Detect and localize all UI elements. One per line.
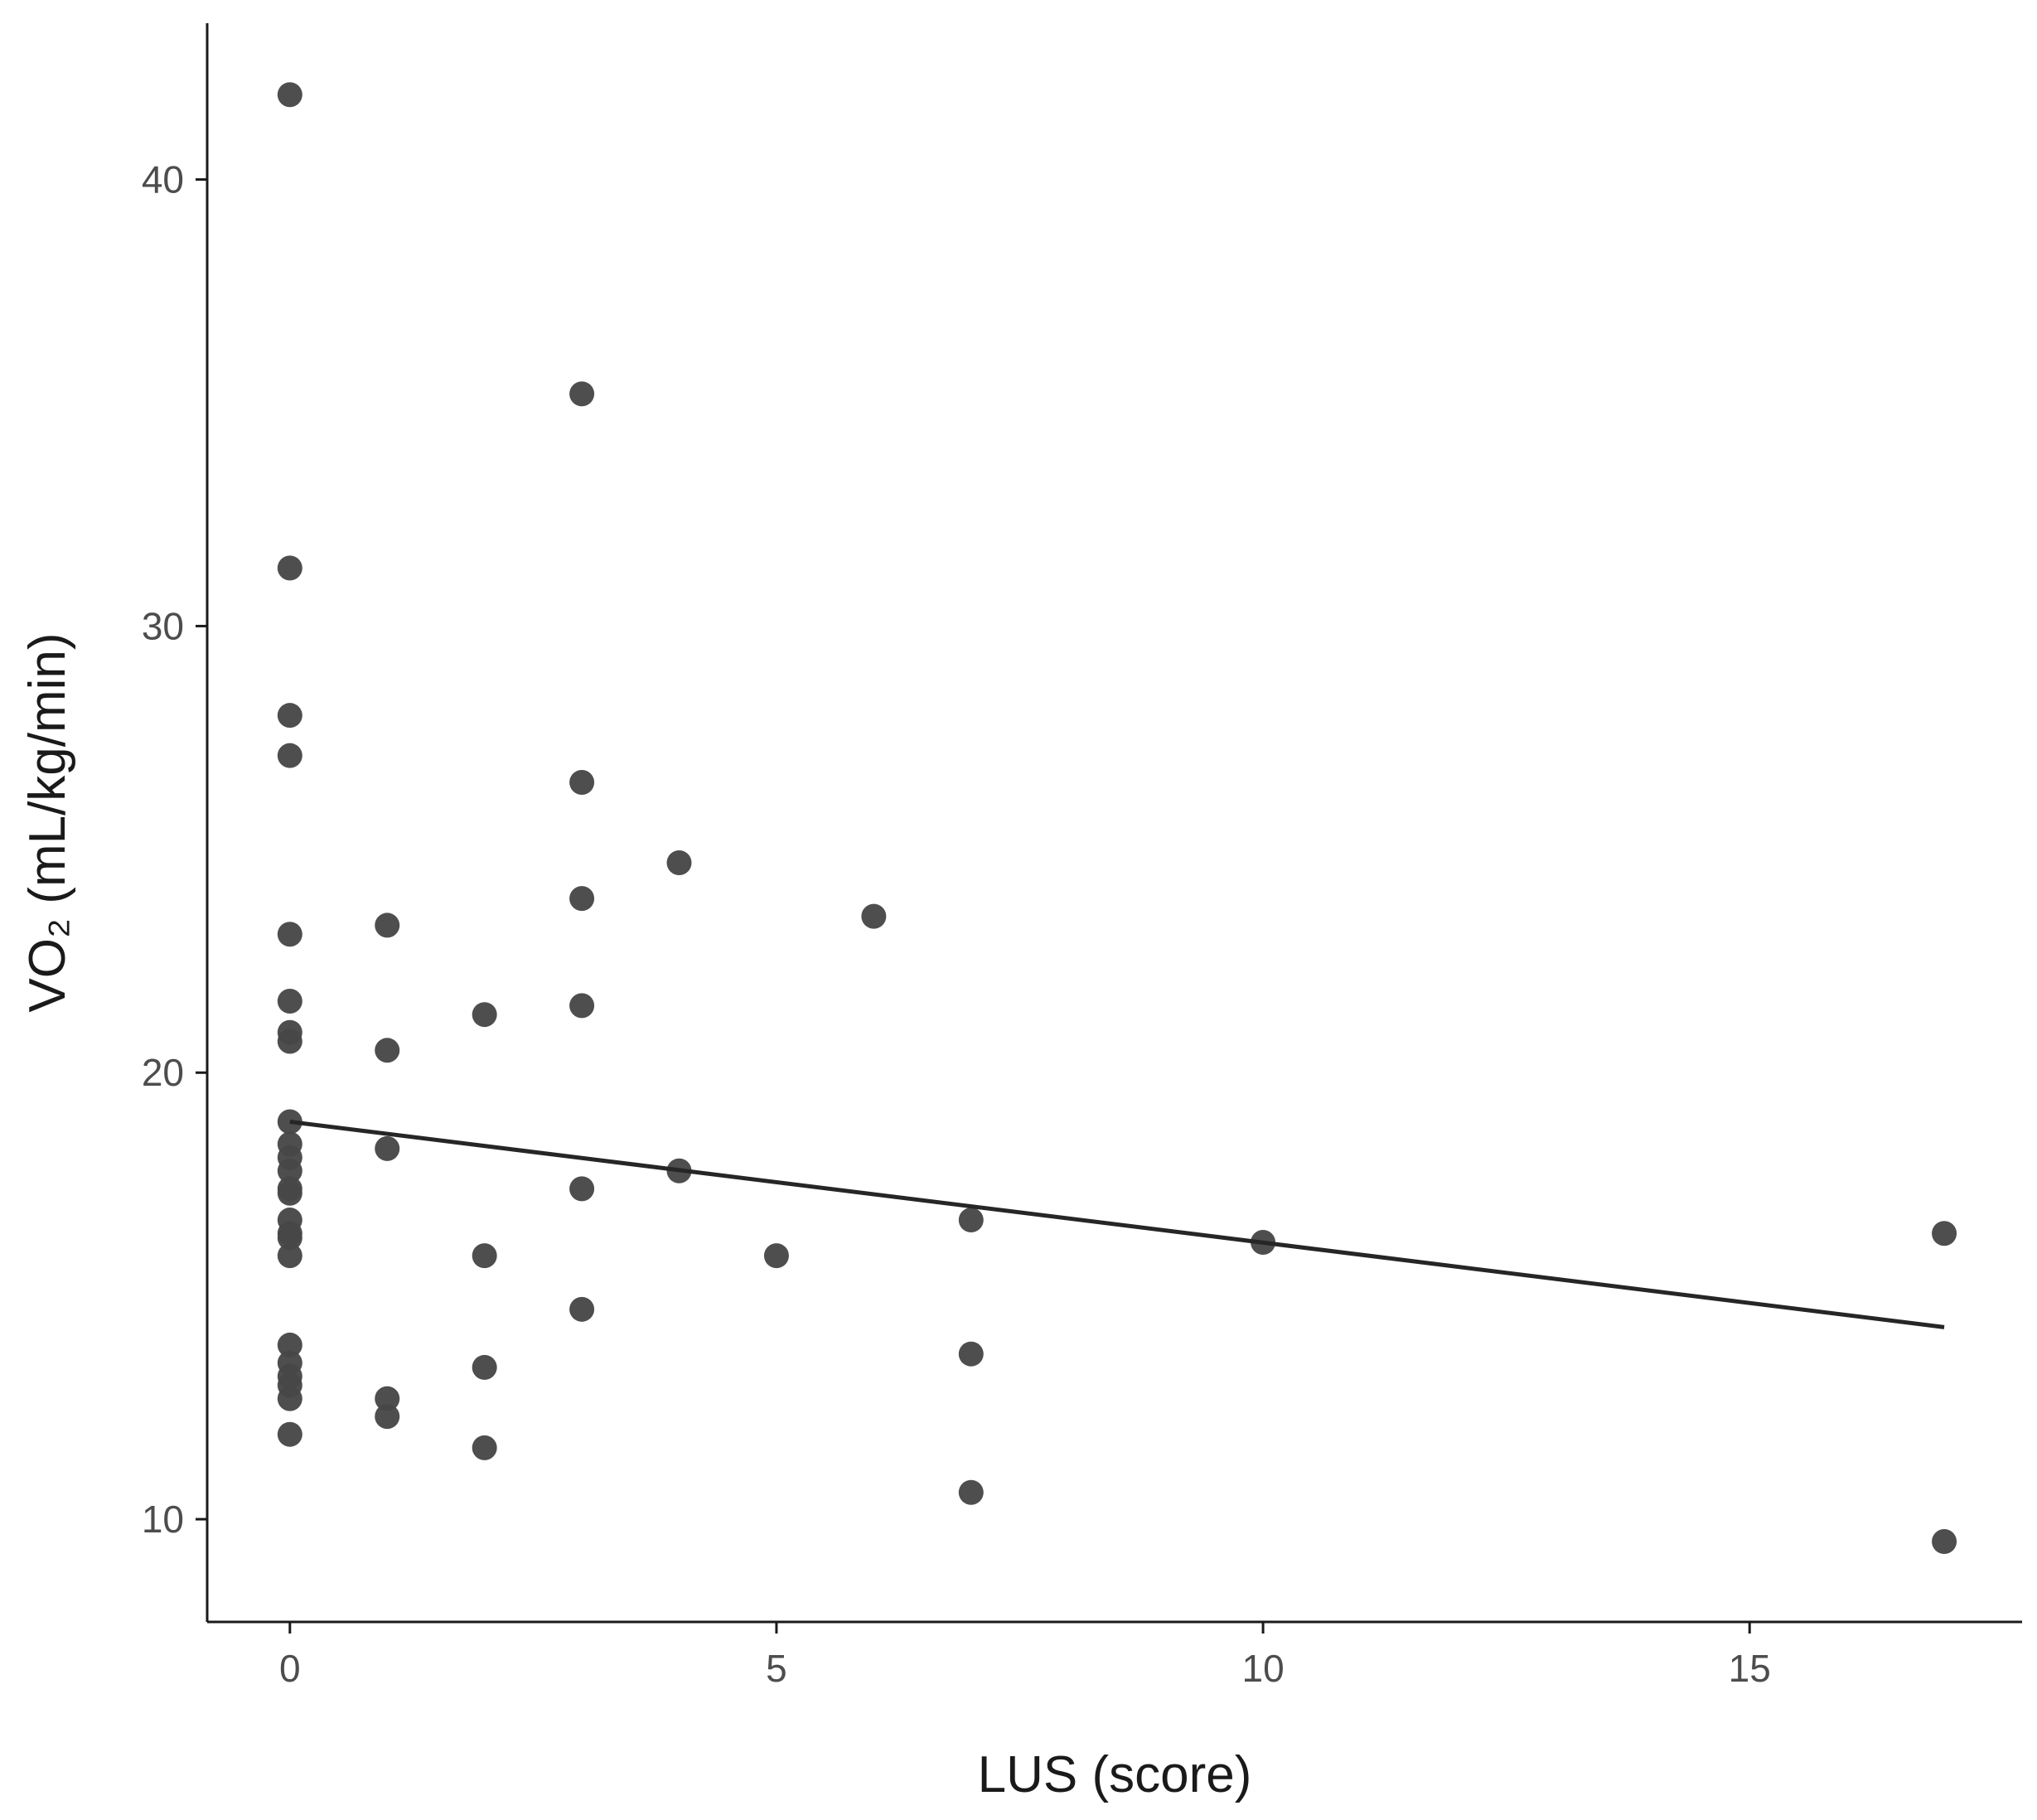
regression-line [289, 1120, 1945, 1329]
y-tick-label: 20 [142, 1051, 184, 1094]
y-tick-label: 10 [142, 1498, 184, 1541]
data-point [277, 1386, 302, 1411]
data-point [763, 1243, 789, 1269]
y-tick-label: 40 [142, 158, 184, 201]
data-point [277, 82, 302, 108]
data-point [277, 743, 302, 768]
data-point [958, 1208, 984, 1233]
data-point [569, 1176, 595, 1202]
data-point [277, 989, 302, 1014]
data-point [277, 1225, 302, 1251]
y-ticks: 10 20 30 40 [142, 158, 207, 1541]
x-tick-label: 0 [279, 1647, 301, 1690]
data-point [375, 1404, 400, 1430]
data-point [277, 703, 302, 728]
data-point [375, 1386, 400, 1411]
data-point [277, 1158, 302, 1183]
data-point [472, 1435, 497, 1460]
data-point [375, 1135, 400, 1161]
data-point [277, 1421, 302, 1447]
data-point [472, 1243, 497, 1269]
data-point [472, 1002, 497, 1028]
data-point [569, 770, 595, 796]
data-point [1932, 1529, 1957, 1555]
data-point [277, 555, 302, 581]
data-points [277, 82, 1957, 1555]
y-tick-label: 30 [142, 604, 184, 647]
data-point [277, 1029, 302, 1054]
x-ticks: 0 5 10 15 [279, 1622, 1771, 1690]
y-axis-title: VO₂ (mL/kg/min) [19, 632, 76, 1012]
x-tick-label: 10 [1241, 1647, 1284, 1690]
data-point [1932, 1221, 1957, 1246]
data-point [277, 1332, 302, 1358]
data-point [569, 381, 595, 407]
x-tick-label: 15 [1729, 1647, 1771, 1690]
data-point [569, 886, 595, 912]
data-point [277, 1180, 302, 1206]
data-point [666, 849, 692, 875]
axes [206, 23, 2022, 1624]
data-point [375, 1038, 400, 1063]
data-point [958, 1341, 984, 1367]
data-point [958, 1479, 984, 1505]
x-axis-title: LUS (score) [978, 1746, 1252, 1803]
data-point [569, 1296, 595, 1322]
data-point [569, 993, 595, 1019]
data-point [375, 912, 400, 938]
data-point [472, 1354, 497, 1380]
x-tick-label: 5 [766, 1647, 787, 1690]
data-point [861, 903, 887, 929]
data-point [277, 922, 302, 947]
data-point [277, 1243, 302, 1269]
